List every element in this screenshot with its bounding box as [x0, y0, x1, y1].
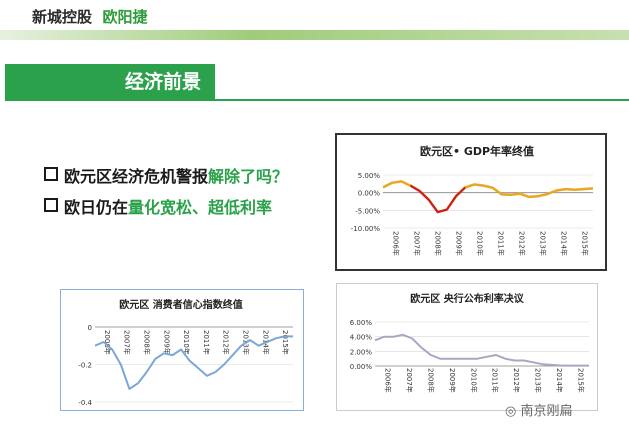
x-tick-label: 2013年 — [534, 368, 543, 393]
y-tick-label: -5.00% — [355, 207, 380, 215]
x-tick-label: 2010年 — [182, 330, 191, 355]
x-tick-label: 2008年 — [143, 330, 152, 355]
x-tick-label: 2006年 — [392, 231, 401, 256]
bullet-text: 欧日仍在 — [64, 198, 129, 217]
x-tick-label: 2011年 — [497, 231, 506, 256]
x-tick-label: 2010年 — [476, 231, 485, 256]
chart-title: 欧元区• GDP年率终值 — [420, 144, 534, 158]
bullet-item: 欧日仍在量化宽松、超低利率 — [44, 194, 272, 218]
x-tick-label: 2015年 — [581, 231, 590, 256]
x-tick-label: 2012年 — [512, 368, 521, 393]
x-tick-label: 2013年 — [539, 231, 548, 256]
y-tick-label: 0 — [88, 324, 92, 332]
x-tick-label: 2012年 — [518, 231, 527, 256]
y-tick-label: 4.00% — [350, 334, 373, 342]
x-tick-label: 2007年 — [405, 368, 414, 393]
x-tick-label: 2008年 — [427, 368, 436, 393]
series-line — [94, 335, 293, 390]
chart-title: 欧元区 消费者信心指数终值 — [119, 298, 242, 311]
x-tick-label: 2014年 — [560, 231, 569, 256]
rate-chart: 欧元区 央行公布利率决议 6.00% 4.00% 2.00% 0.00% 2006年 200… — [350, 292, 589, 393]
watermark-text: 南京刚扁 — [520, 404, 573, 419]
checkbox-square-icon — [44, 167, 58, 181]
x-tick-label: 2009年 — [455, 231, 464, 256]
trough-highlight — [409, 184, 466, 214]
bullet-text: 欧元区经济危机警报 — [64, 167, 209, 186]
y-tick-label: 0.00% — [358, 190, 381, 198]
presenter-name: 欧阳捷 — [102, 8, 148, 26]
x-tick-label: 2007年 — [123, 330, 132, 355]
y-tick-label: 6.00% — [350, 319, 373, 327]
y-tick-label: -0.4 — [78, 399, 92, 407]
x-tick-label: 2015年 — [576, 368, 585, 393]
gdp-chart-frame: 欧元区• GDP年率终值 5.00% 0.00% -5.00% -10.00% 2006年… — [335, 133, 607, 271]
x-tick-label: 2007年 — [413, 231, 422, 256]
x-tick-label: 2012年 — [222, 330, 231, 355]
x-tick-label: 2006年 — [103, 330, 112, 355]
x-tick-label: 2011年 — [491, 368, 500, 393]
chart-title: 欧元区 央行公布利率决议 — [410, 292, 524, 305]
bullet-highlight: 解除了吗？ — [208, 167, 289, 186]
rate-chart-frame: 欧元区 央行公布利率决议 6.00% 4.00% 2.00% 0.00% 2006年 200… — [336, 283, 598, 411]
y-tick-label: 2.00% — [350, 348, 373, 356]
x-tick-label: 2008年 — [434, 231, 443, 256]
wechat-icon: ◎ — [505, 404, 517, 419]
y-tick-label: -10.00% — [351, 225, 381, 233]
y-tick-label: 5.00% — [358, 172, 381, 180]
section-banner: 经济前景 — [5, 64, 215, 101]
header-title: 新城控股 欧阳捷 — [32, 6, 147, 27]
x-tick-label: 2009年 — [448, 368, 457, 393]
company-name: 新城控股 — [32, 8, 93, 26]
section-divider — [215, 99, 629, 101]
series-line — [374, 333, 589, 367]
checkbox-square-icon — [44, 198, 58, 212]
gdp-chart: 欧元区• GDP年率终值 5.00% 0.00% -5.00% -10.00% 2006年… — [351, 144, 594, 256]
x-tick-label: 2011年 — [202, 330, 211, 355]
bullet-item: 欧元区经济危机警报解除了吗？ — [44, 163, 288, 187]
x-tick-label: 2010年 — [469, 368, 478, 393]
x-tick-label: 2009年 — [162, 330, 171, 355]
confidence-chart: 欧元区 消费者信心指数终值 0 -0.2 -0.4 2006年 2007年 2008年 200… — [78, 298, 293, 407]
header-bar — [0, 30, 629, 40]
y-tick-label: 0.00% — [350, 363, 373, 371]
watermark: ◎ 南京刚扁 — [505, 400, 573, 419]
y-tick-label: -0.2 — [78, 362, 92, 370]
x-tick-label: 2014年 — [555, 368, 564, 393]
bullet-highlight: 量化宽松、超低利率 — [128, 198, 273, 217]
x-tick-label: 2015年 — [281, 330, 290, 355]
confidence-chart-frame: 欧元区 消费者信心指数终值 0 -0.2 -0.4 2006年 2007年 2008年 200… — [60, 289, 304, 411]
series-line — [382, 180, 594, 214]
x-tick-label: 2006年 — [384, 368, 393, 393]
section-title: 经济前景 — [124, 71, 201, 93]
